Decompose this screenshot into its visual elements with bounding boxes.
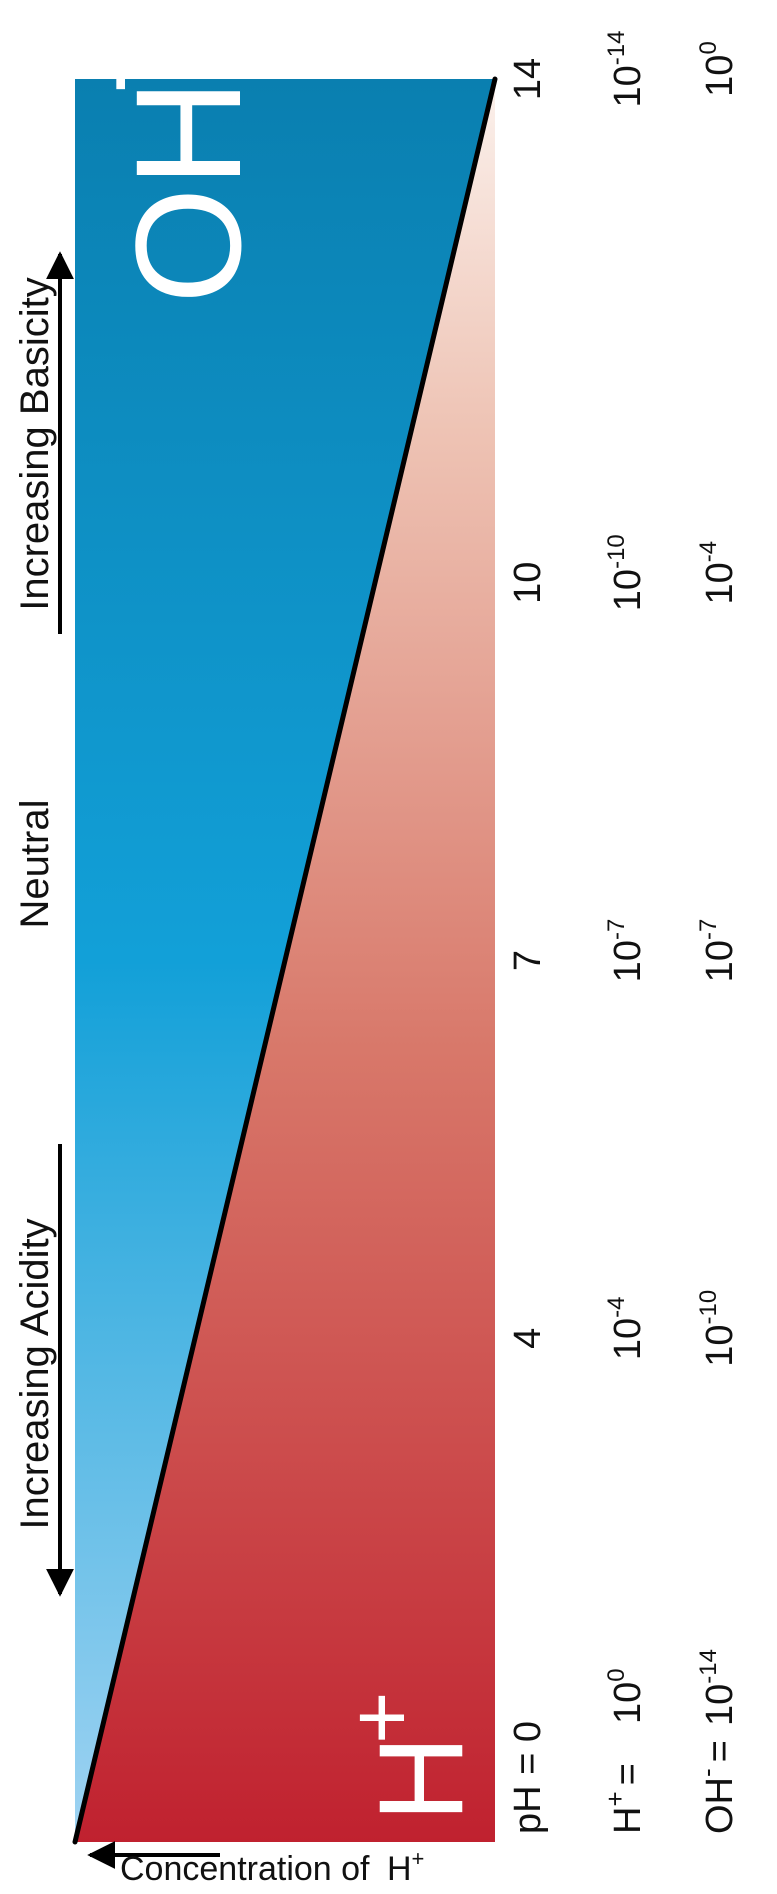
oh-row-value-1-base: 10: [699, 940, 741, 982]
h-ion-charge: +: [332, 1691, 432, 1744]
concentration-label-charge: +: [412, 1846, 425, 1871]
oh-row-value-0: 10-10: [695, 1290, 741, 1367]
concentration-label-ion: H: [387, 1850, 412, 1888]
oh-row-first-exp: -14: [695, 1649, 722, 1684]
oh-row-value-3: 100: [695, 41, 741, 97]
oh-row-first-base: 10: [699, 1684, 741, 1726]
h-row-first-exp: 0: [603, 1668, 630, 1681]
oh-row-value-2: 10-4: [695, 541, 741, 605]
neutral-diagonal-line: [72, 76, 498, 1845]
h-row-prefix: H+ =: [600, 1763, 649, 1834]
h-row-value-2-base: 10: [607, 569, 649, 611]
oh-row-value-0-exp: -10: [695, 1290, 722, 1325]
h-ion-label: H: [354, 1735, 488, 1822]
oh-row-value-2-exp: -4: [695, 541, 722, 562]
h-row-value-1-exp: -7: [603, 919, 630, 940]
h-row-value-0: 10-4: [603, 1296, 649, 1360]
oh-row-value-0-base: 10: [699, 1324, 741, 1366]
oh-row-prefix-charge: -: [692, 1768, 722, 1777]
h-row-value-0-base: 10: [607, 1318, 649, 1360]
ph-row-prefix: pH = 0: [507, 1721, 549, 1834]
concentration-label: Concentration of H+: [120, 1846, 424, 1888]
oh-row-value-3-base: 10: [699, 55, 741, 97]
oh-row-value-3-exp: 0: [695, 41, 722, 54]
oh-row-prefix-symbol: OH: [699, 1777, 741, 1834]
ph-tick-label: 4: [507, 1328, 549, 1349]
oh-row-first-value: 10-14: [695, 1649, 741, 1726]
h-row-prefix-charge: +: [600, 1791, 630, 1806]
h-row-value-2: 10-10: [603, 534, 649, 611]
neutral-label: Neutral: [13, 800, 57, 929]
h-row-value-3: 10-14: [603, 31, 649, 108]
h-row-value-3-exp: -14: [603, 31, 630, 66]
concentration-label-group: Concentration of H+: [120, 1846, 424, 1888]
oh-row-value-1: 10-7: [695, 919, 741, 983]
oh-ion-charge: -: [51, 57, 174, 94]
ph-tick-label: 10: [507, 562, 549, 604]
concentration-label-main: Concentration of: [120, 1850, 379, 1888]
h-row-value-2-exp: -10: [603, 534, 630, 569]
h-row-prefix-eq: =: [607, 1763, 649, 1785]
h-row-value-3-base: 10: [607, 65, 649, 107]
oh-ion-label: OH: [104, 79, 272, 304]
h-row-first-value: 100: [603, 1668, 649, 1724]
oh-row-value-1-exp: -7: [695, 919, 722, 940]
h-row-prefix-symbol: H: [607, 1807, 649, 1834]
h-row-first-base: 10: [607, 1682, 649, 1724]
oh-row-prefix: OH- =: [692, 1740, 741, 1834]
h-row-value-0-exp: -4: [603, 1296, 630, 1317]
ph-tick-label: 14: [507, 58, 549, 100]
increasing-basicity-label: Increasing Basicity: [13, 277, 57, 610]
h-row-value-1-base: 10: [607, 940, 649, 982]
increasing-acidity-label: Increasing Acidity: [13, 1218, 57, 1529]
h-row-value-1: 10-7: [603, 919, 649, 983]
ph-tick-label: 7: [507, 950, 549, 971]
oh-row-value-2-base: 10: [699, 562, 741, 604]
oh-row-prefix-eq: =: [699, 1740, 741, 1762]
